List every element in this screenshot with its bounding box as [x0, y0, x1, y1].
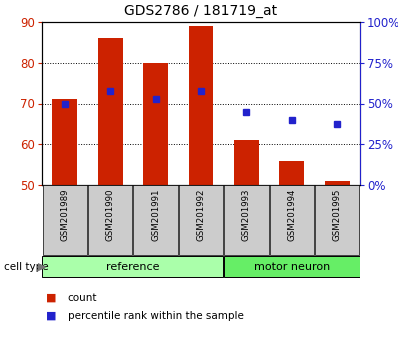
Bar	[224, 185, 269, 255]
Bar	[88, 185, 132, 255]
Bar	[270, 185, 314, 255]
Bar	[43, 185, 87, 255]
Bar	[179, 185, 223, 255]
Text: GSM201993: GSM201993	[242, 188, 251, 241]
Text: GSM201989: GSM201989	[60, 188, 69, 241]
Text: GSM201992: GSM201992	[197, 188, 205, 241]
Bar	[52, 99, 77, 185]
Text: GSM201990: GSM201990	[105, 188, 115, 241]
Text: percentile rank within the sample: percentile rank within the sample	[68, 311, 244, 321]
Bar	[315, 185, 359, 255]
Bar	[98, 38, 123, 185]
Text: GSM201995: GSM201995	[333, 188, 342, 241]
Text: reference: reference	[106, 262, 160, 272]
Title: GDS2786 / 181719_at: GDS2786 / 181719_at	[125, 4, 277, 18]
Text: motor neuron: motor neuron	[254, 262, 330, 272]
Bar	[189, 26, 213, 185]
Text: ■: ■	[46, 293, 57, 303]
Bar	[234, 140, 259, 185]
Bar	[42, 256, 223, 277]
Bar	[279, 161, 304, 185]
Bar	[143, 63, 168, 185]
Text: cell type: cell type	[4, 262, 49, 272]
Text: count: count	[68, 293, 98, 303]
Text: GSM201991: GSM201991	[151, 188, 160, 241]
Text: GSM201994: GSM201994	[287, 188, 297, 241]
Text: ▶: ▶	[38, 262, 46, 272]
Bar	[224, 256, 360, 277]
Text: ■: ■	[46, 311, 57, 321]
Bar	[325, 181, 350, 185]
Bar	[133, 185, 178, 255]
